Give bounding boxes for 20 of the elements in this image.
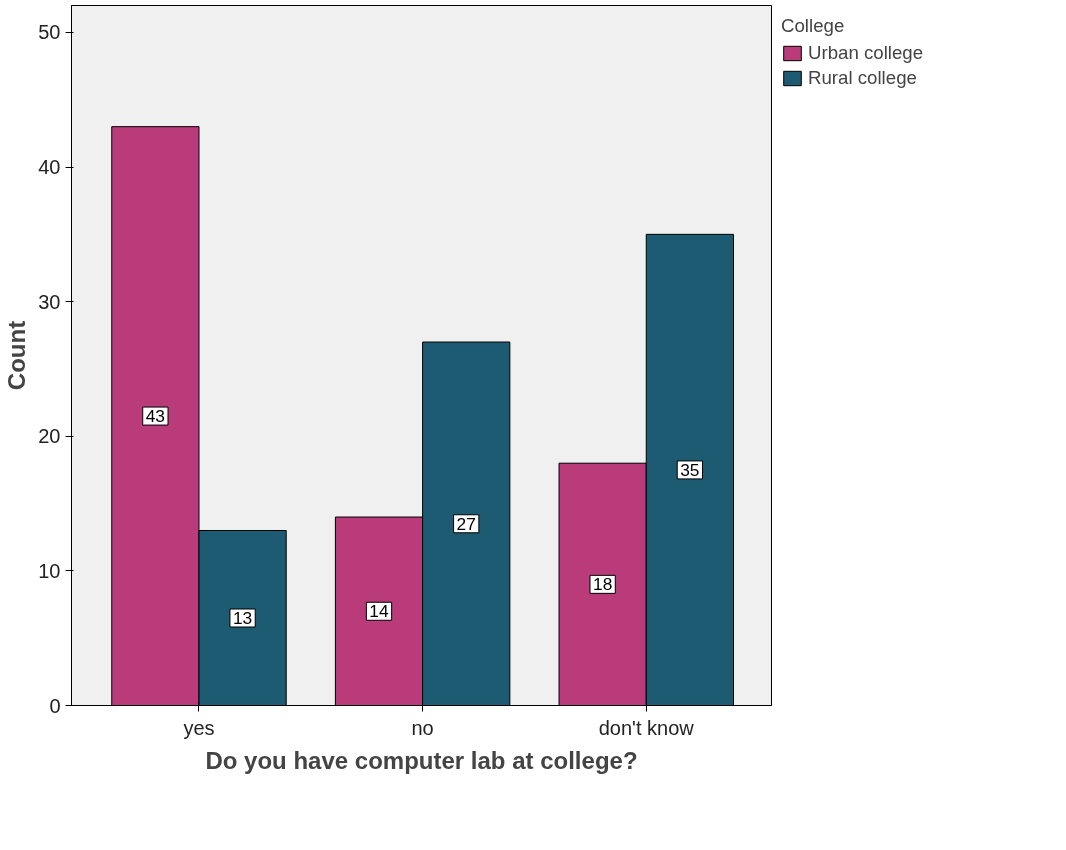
y-tick-label: 20 — [38, 425, 61, 448]
data-label: 27 — [456, 513, 476, 534]
y-tick-label: 10 — [38, 559, 61, 582]
data-label: 43 — [145, 406, 166, 427]
y-axis-title: Count — [3, 320, 31, 391]
y-tick-label: 40 — [38, 156, 61, 179]
legend-label: Rural college — [808, 67, 917, 89]
y-tick-label: 50 — [38, 21, 61, 44]
x-tick-label: yes — [183, 716, 215, 739]
legend-title: College — [781, 15, 846, 37]
y-tick-label: 30 — [38, 290, 61, 313]
x-tick-label: no — [411, 716, 434, 739]
legend-label: Urban college — [808, 42, 924, 64]
x-axis-title: Do you have computer lab at college? — [205, 746, 638, 774]
x-tick-label: don't know — [598, 716, 695, 739]
y-tick-label: 0 — [49, 694, 61, 717]
data-label: 13 — [232, 608, 253, 628]
data-label: 14 — [369, 601, 390, 622]
data-label: 18 — [593, 574, 613, 595]
data-label: 35 — [680, 459, 700, 480]
